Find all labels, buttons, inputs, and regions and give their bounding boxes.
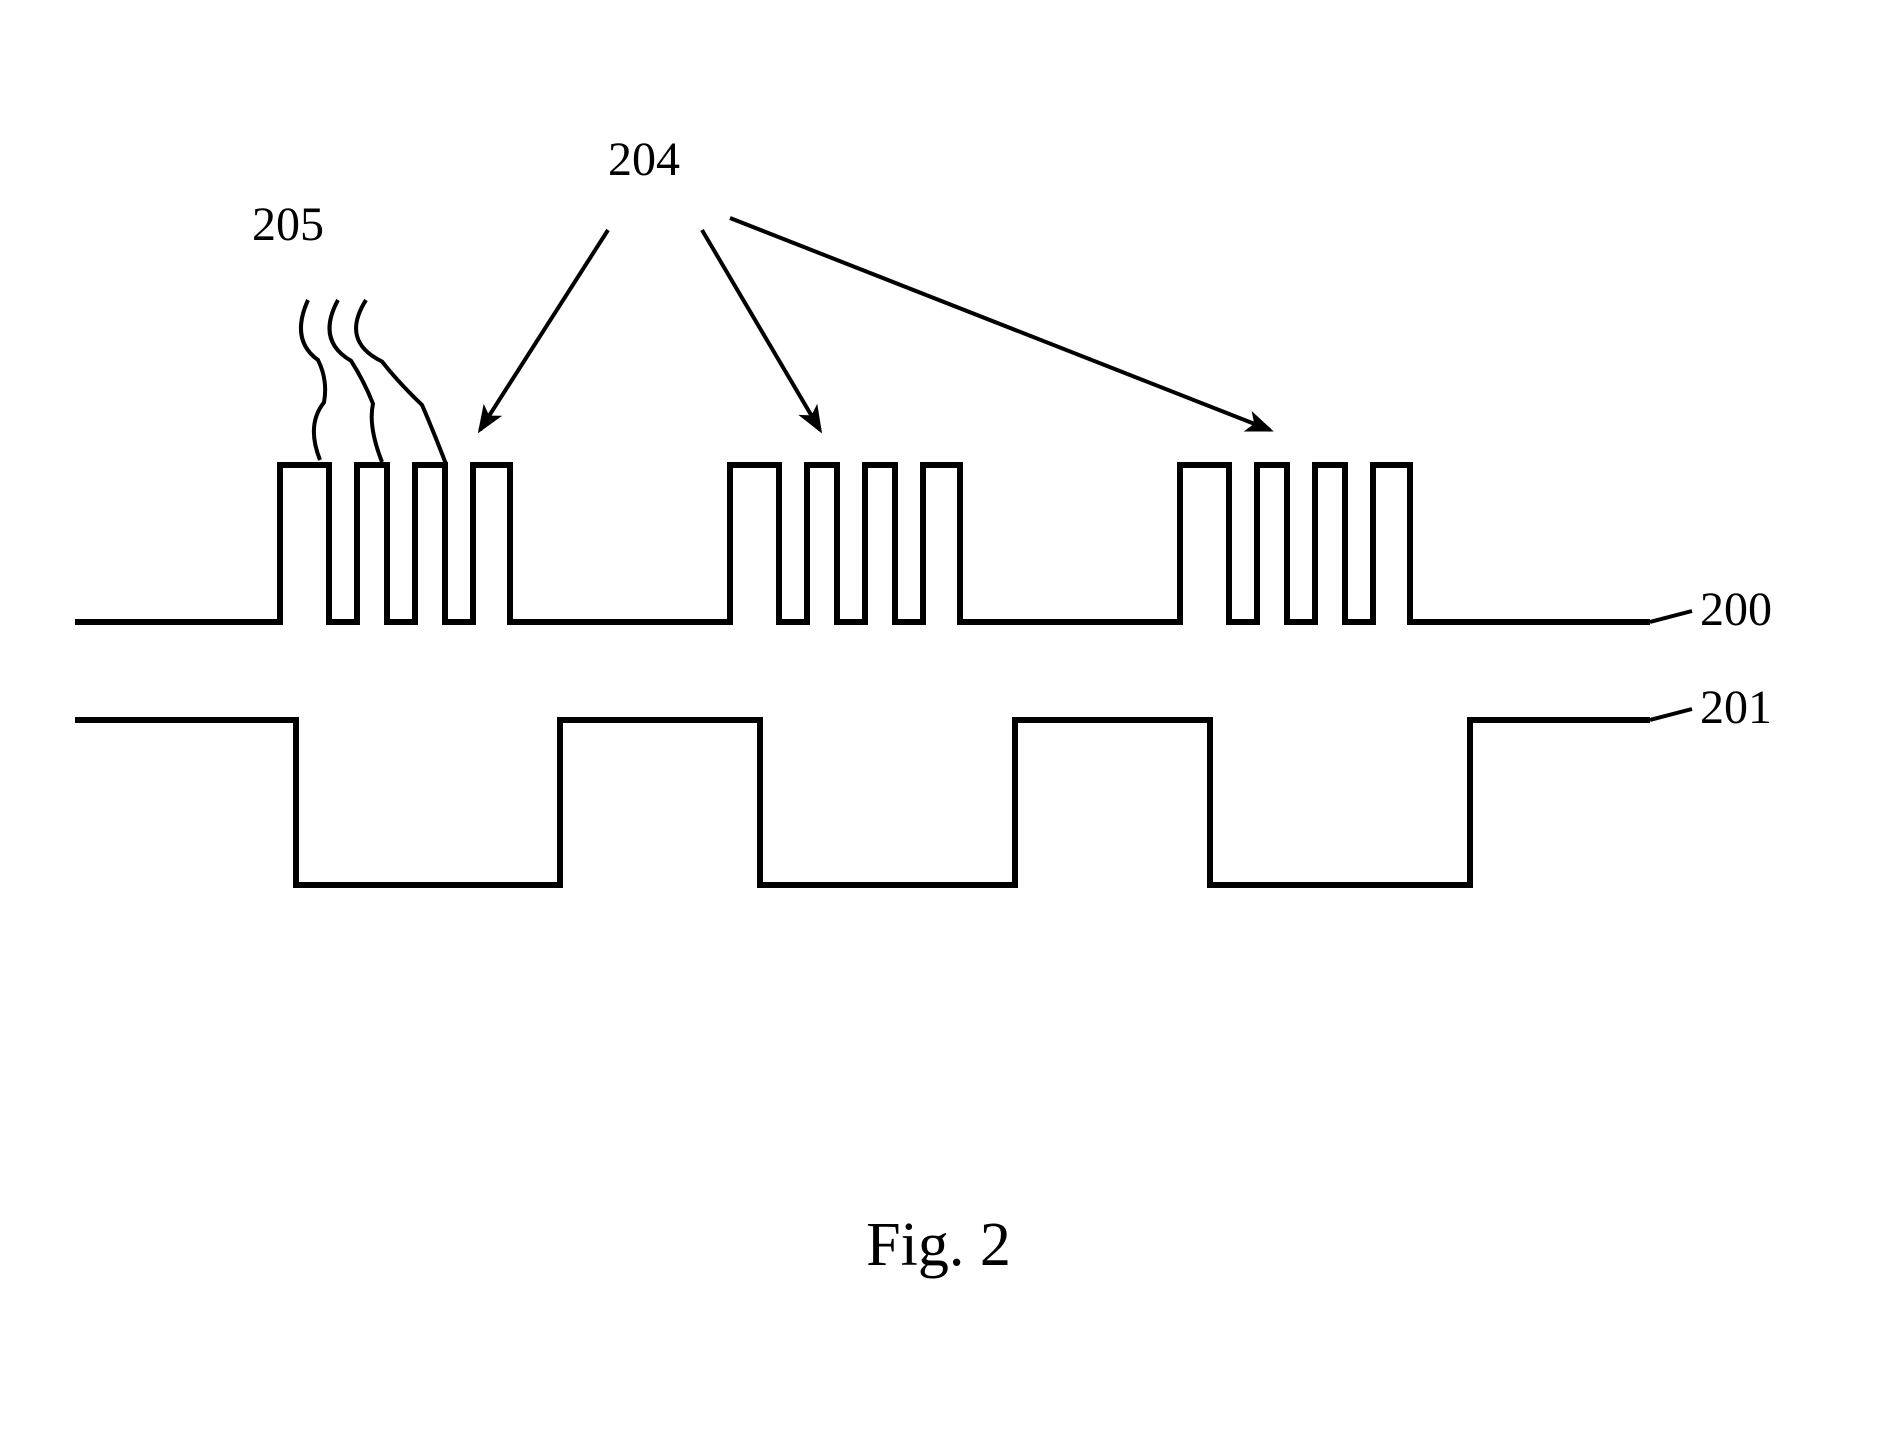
arrow-204-0: [480, 230, 608, 430]
arrow-204-1: [702, 230, 820, 430]
signal-201: [75, 720, 1650, 885]
arrow-204-2: [730, 218, 1270, 430]
label-205: 205: [252, 198, 324, 251]
leader-205-0: [301, 300, 325, 460]
signal-200: [75, 465, 1650, 622]
label-201: 201: [1700, 681, 1772, 734]
leader-200: [1650, 611, 1692, 622]
caption: Fig. 2: [0, 1210, 1877, 1281]
leader-201: [1650, 709, 1692, 720]
label-204: 204: [608, 133, 680, 186]
label-200: 200: [1700, 583, 1772, 636]
leader-205-2: [356, 300, 446, 464]
